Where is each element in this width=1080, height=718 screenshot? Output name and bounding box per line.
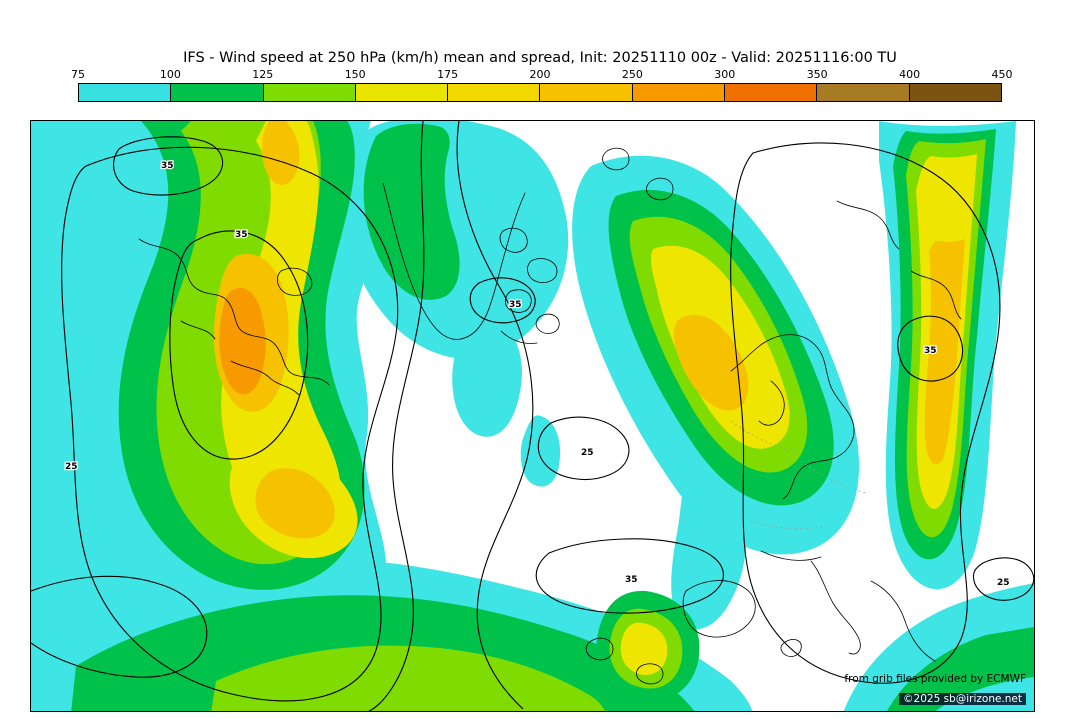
colorbar-tick-label: 100 [159, 68, 181, 81]
coastline [836, 200, 962, 320]
spread-contour [169, 230, 309, 460]
spread-contour [368, 121, 425, 711]
coastline [810, 560, 861, 655]
spread-contour [61, 146, 399, 702]
border-lines-layer [730, 420, 867, 530]
colorbar-segment [262, 84, 355, 101]
coastline [180, 320, 300, 396]
spread-contours-layer [31, 121, 1034, 711]
wind-map-svg: 35 35 25 35 25 35 25 35 [31, 121, 1034, 711]
contour-label: 25 [65, 462, 78, 472]
amber-region [924, 239, 965, 465]
contour-label: 35 [509, 300, 522, 310]
colorbar-segment [816, 84, 909, 101]
colorbar-tick-label: 400 [899, 68, 921, 81]
colorbar: 75 100 125 150 175 200 250 300 350 400 450 [71, 68, 1013, 102]
colorbar-segment [908, 84, 1001, 101]
cyan-region [520, 415, 561, 487]
attribution-copyright: ©2025 sb@irizone.net [899, 693, 1026, 705]
chart-title: IFS - Wind speed at 250 hPa (km/h) mean … [183, 50, 897, 66]
spread-contour [113, 136, 224, 196]
coastline [760, 550, 936, 662]
coastline [780, 639, 802, 657]
spread-contour [456, 121, 534, 710]
colorbar-segment [539, 84, 632, 101]
contour-label: 35 [161, 161, 174, 171]
colorbar-tick-label: 125 [252, 68, 274, 81]
colorbar-tick-label: 250 [621, 68, 643, 81]
map-frame: 35 35 25 35 25 35 25 35 from grib files … [30, 120, 1035, 712]
spread-contour [537, 416, 630, 481]
spread-contour [31, 575, 208, 678]
border-line [730, 420, 797, 452]
amber-region [261, 121, 300, 185]
coastline [682, 580, 756, 638]
coastline [730, 334, 855, 500]
orange-region [219, 287, 266, 395]
colorbar-tick-label: 200 [529, 68, 551, 81]
contour-label: 35 [235, 230, 248, 240]
coastline [500, 330, 538, 344]
colorbar-segments [78, 83, 1002, 102]
colorbar-tick-label: 175 [437, 68, 459, 81]
contour-label: 35 [924, 346, 937, 356]
contour-label: 35 [625, 575, 638, 585]
wind-fill-layer [31, 121, 1034, 711]
colorbar-tick-label: 75 [71, 68, 85, 81]
spread-contour [535, 538, 724, 614]
contour-label: 25 [581, 448, 594, 458]
colorbar-segment [354, 84, 448, 101]
green-region [887, 627, 1034, 711]
coastline [277, 267, 313, 296]
amber-region [673, 314, 749, 411]
attribution-ecmwf: from grib files provided by ECMWF [844, 673, 1026, 685]
coastline [758, 380, 785, 426]
cyan-region [452, 310, 522, 437]
yellow-region [620, 622, 668, 676]
colorbar-tick-label: 150 [344, 68, 366, 81]
contour-labels-layer: 35 35 25 35 25 35 25 35 [64, 160, 1011, 590]
coastline [602, 147, 674, 201]
spread-contour [972, 557, 1034, 601]
spread-contour [469, 277, 536, 324]
coastline [499, 227, 560, 334]
colorbar-tick-label: 300 [714, 68, 736, 81]
colorbar-segment [724, 84, 817, 101]
contour-label: 25 [997, 578, 1010, 588]
colorbar-segment [170, 84, 263, 101]
chartreuse-region [211, 645, 605, 711]
colorbar-tick-label: 350 [806, 68, 828, 81]
border-line [800, 460, 867, 494]
cyan-region [671, 470, 747, 630]
colorbar-tick-label: 450 [991, 68, 1013, 81]
amber-region [255, 468, 335, 539]
colorbar-ticks: 75 100 125 150 175 200 250 300 350 400 450 [71, 68, 1013, 83]
coastline [585, 637, 664, 685]
colorbar-segment [79, 84, 171, 101]
spread-contour [730, 142, 1001, 684]
colorbar-segment [447, 84, 540, 101]
colorbar-segment [631, 84, 725, 101]
spread-contour [897, 315, 963, 382]
